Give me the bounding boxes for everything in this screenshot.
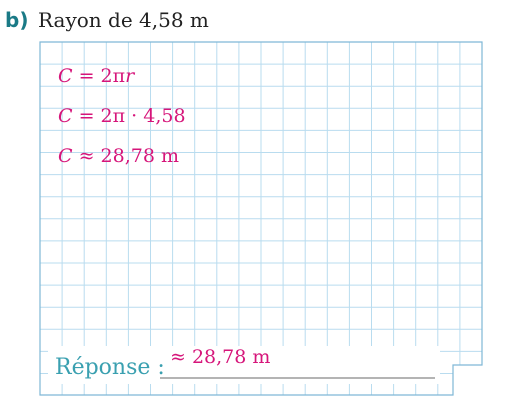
work: C = 2πr C = 2π · 4,58 C ≈ 28,78 m [58,65,186,167]
variable: C [58,65,73,87]
grid-border [39,41,483,396]
work-line: C = 2πr [58,65,136,87]
variable: r [125,65,136,87]
grid [40,42,482,395]
answer-label: Réponse : [55,355,165,380]
expression: ≈ 28,78 m [73,145,179,167]
variable: C [58,105,73,127]
answer-value: ≈ 28,78 m [170,346,270,368]
variable: C [58,145,73,167]
work-line: C ≈ 28,78 m [58,145,179,167]
expression: = 2π [73,65,126,87]
item-title: Rayon de 4,58 m [38,8,209,32]
work-line: C = 2π · 4,58 [58,105,186,127]
item-label: b) [5,8,28,32]
expression: = 2π · 4,58 [73,105,186,127]
